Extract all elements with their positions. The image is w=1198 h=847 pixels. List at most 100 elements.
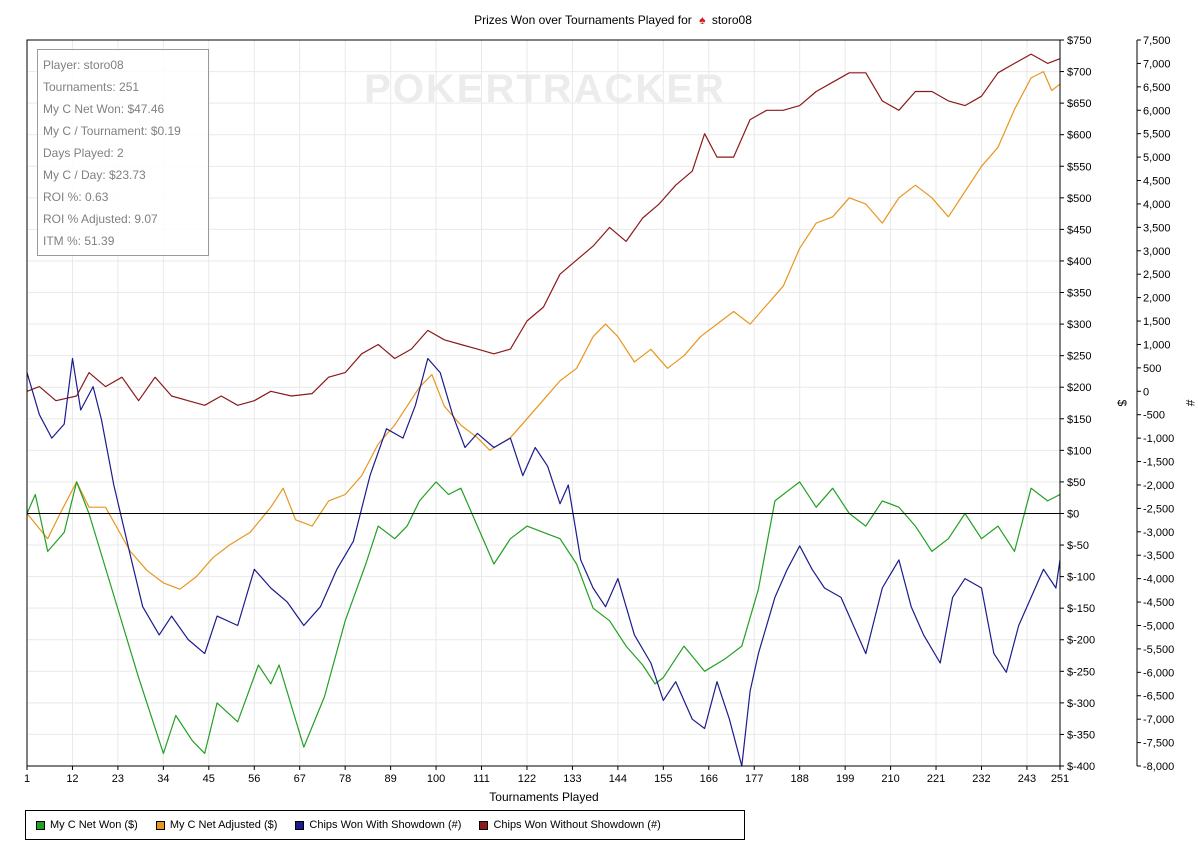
- x-tick-label: 1: [24, 773, 30, 785]
- chips-tick-label: 4,500: [1143, 176, 1171, 188]
- chips-tick-label: -3,000: [1143, 527, 1174, 539]
- chips-tick-label: 2,500: [1143, 269, 1171, 281]
- dollar-tick-label: $400: [1067, 256, 1091, 268]
- series-chips-showdown-line: [26, 357, 1061, 767]
- x-tick-label: 23: [112, 773, 124, 785]
- legend-swatch: [295, 820, 305, 830]
- x-tick-label: 78: [339, 773, 351, 785]
- spade-icon: ♠: [699, 13, 706, 27]
- dollar-tick-label: $700: [1067, 67, 1091, 79]
- stat-roi-adjusted: ROI % Adjusted: 9.07: [43, 212, 158, 226]
- chips-tick-label: -1,000: [1143, 433, 1174, 445]
- dollar-tick-label: $-400: [1067, 761, 1095, 773]
- dollar-tick-label: $-50: [1067, 540, 1089, 552]
- chips-axis-label: #: [1183, 400, 1197, 407]
- chips-tick-label: -2,500: [1143, 503, 1174, 515]
- x-tick-label: 199: [836, 773, 854, 785]
- chips-tick-label: 2,000: [1143, 293, 1171, 305]
- legend-swatch: [36, 820, 45, 830]
- legend-item-net-adjusted[interactable]: My C Net Adjusted ($): [155, 819, 278, 831]
- series-layer: [26, 53, 1061, 767]
- chips-tick-label: -7,500: [1143, 738, 1174, 750]
- chips-tick-label: -2,000: [1143, 480, 1174, 492]
- x-tick-label: 45: [203, 773, 215, 785]
- chips-tick-label: -4,500: [1143, 597, 1174, 609]
- chips-tick-label: 3,000: [1143, 246, 1171, 258]
- watermark-logo: POKERTRACKER: [364, 67, 726, 111]
- chips-tick-label: -6,000: [1143, 667, 1174, 679]
- dollar-tick-label: $150: [1067, 414, 1091, 426]
- chips-tick-label: 1,500: [1143, 316, 1171, 328]
- stat-days-played: Days Played: 2: [43, 146, 124, 160]
- dollar-tick-label: $-350: [1067, 729, 1095, 741]
- dollar-tick-label: $550: [1067, 161, 1091, 173]
- chips-tick-label: 4,000: [1143, 199, 1171, 211]
- chart-title: Prizes Won over Tournaments Played for ♠…: [474, 13, 752, 27]
- series-net-won-line: [26, 481, 1061, 755]
- x-tick-label: 100: [427, 773, 445, 785]
- dollar-axis-label: $: [1115, 400, 1129, 407]
- chips-axis-ticks: 7,500 7,000 6,500 6,000 5,500 5,000 4,500 4,000…: [1137, 35, 1174, 773]
- dollar-tick-label: $50: [1067, 477, 1085, 489]
- chips-tick-label: -6,500: [1143, 691, 1174, 703]
- series-chips-no-showdown-line: [26, 53, 1061, 406]
- x-tick-label: 210: [881, 773, 899, 785]
- legend-label: My C Net Won ($): [50, 819, 138, 831]
- dollar-tick-label: $750: [1067, 35, 1091, 47]
- dollar-tick-label: $500: [1067, 193, 1091, 205]
- x-tick-label: 177: [745, 773, 763, 785]
- chips-tick-label: 5,000: [1143, 152, 1171, 164]
- x-tick-label: 221: [927, 773, 945, 785]
- legend-item-net-won[interactable]: My C Net Won ($): [36, 819, 138, 831]
- x-tick-label: 166: [700, 773, 718, 785]
- chips-tick-label: 7,000: [1143, 58, 1171, 70]
- legend-swatch: [479, 820, 489, 830]
- legend-item-chips-showdown[interactable]: Chips Won With Showdown (#): [295, 819, 461, 831]
- dollar-tick-label: $350: [1067, 288, 1091, 300]
- chips-tick-label: 1,000: [1143, 339, 1171, 351]
- chips-tick-label: -5,500: [1143, 644, 1174, 656]
- legend-swatch: [155, 820, 165, 830]
- dollar-tick-label: $-150: [1067, 603, 1095, 615]
- chips-tick-label: -4,000: [1143, 574, 1174, 586]
- chips-tick-label: 6,500: [1143, 82, 1171, 94]
- dollar-tick-label: $0: [1067, 508, 1079, 520]
- x-tick-label: 144: [609, 773, 627, 785]
- x-tick-label: 188: [791, 773, 809, 785]
- dollar-tick-label: $-200: [1067, 635, 1095, 647]
- x-axis-label: Tournaments Played: [489, 790, 598, 804]
- x-tick-label: 34: [157, 773, 169, 785]
- dollar-tick-label: $200: [1067, 382, 1091, 394]
- chart-legend: My C Net Won ($) My C Net Adjusted ($) C…: [25, 810, 745, 840]
- chips-tick-label: -3,500: [1143, 550, 1174, 562]
- stat-net-won: My C Net Won: $47.46: [43, 102, 165, 116]
- legend-label: My C Net Adjusted ($): [169, 819, 278, 831]
- x-tick-label: 56: [248, 773, 260, 785]
- chips-tick-label: -5,000: [1143, 620, 1174, 632]
- x-tick-label: 243: [1018, 773, 1036, 785]
- x-tick-label: 155: [654, 773, 672, 785]
- dollar-axis-ticks: $750 $700 $650 $600 $550 $500 $450 $400 $350 $300…: [1060, 35, 1095, 773]
- dollar-tick-label: $600: [1067, 130, 1091, 142]
- x-axis-ticks: 1 12 23 34 45 56 67 78 89 100 111 122 133 144 155 166 17…: [24, 766, 1069, 785]
- x-tick-label: 89: [384, 773, 396, 785]
- dollar-tick-label: $250: [1067, 351, 1091, 363]
- series-net-adjusted-line: [26, 70, 1061, 590]
- chips-tick-label: -1,500: [1143, 457, 1174, 469]
- chips-tick-label: 7,500: [1143, 35, 1171, 47]
- chips-tick-label: 0: [1143, 386, 1149, 398]
- chips-tick-label: -500: [1143, 410, 1165, 422]
- dollar-tick-label: $-300: [1067, 698, 1095, 710]
- x-tick-label: 67: [294, 773, 306, 785]
- legend-label: Chips Won With Showdown (#): [309, 819, 462, 831]
- chips-tick-label: 5,500: [1143, 129, 1171, 141]
- dollar-tick-label: $450: [1067, 224, 1091, 236]
- chips-tick-label: 3,500: [1143, 222, 1171, 234]
- legend-item-chips-no-showdown[interactable]: Chips Won Without Showdown (#): [479, 819, 661, 831]
- chips-tick-label: 6,000: [1143, 105, 1171, 117]
- stat-per-day: My C / Day: $23.73: [43, 168, 146, 182]
- dollar-tick-label: $-100: [1067, 572, 1095, 584]
- dollar-tick-label: $-250: [1067, 666, 1095, 678]
- stat-per-tournament: My C / Tournament: $0.19: [43, 124, 181, 138]
